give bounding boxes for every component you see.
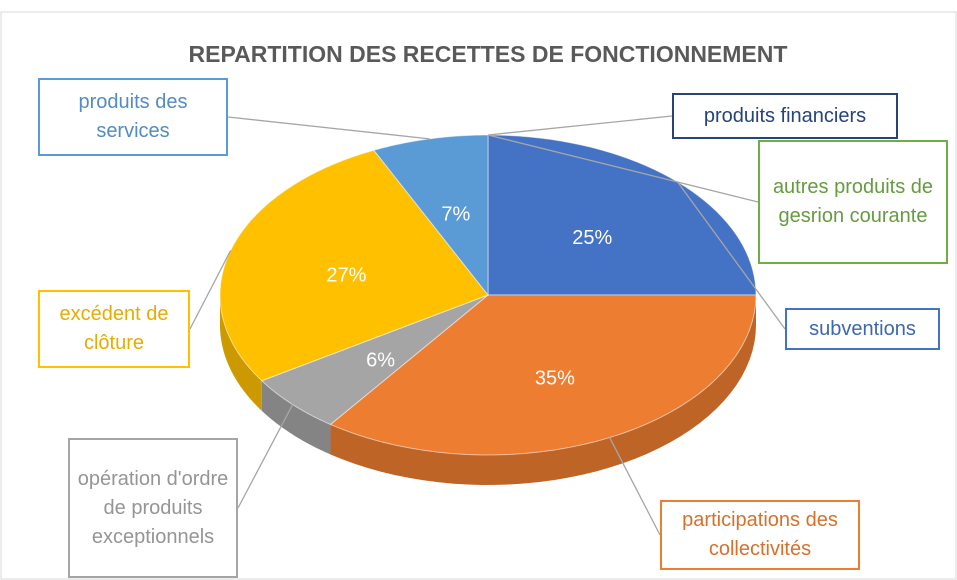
slice-side — [330, 295, 756, 485]
data-label: 6% — [366, 350, 395, 372]
slice — [219, 149, 489, 382]
data-label: 25% — [572, 227, 612, 249]
slice-side — [220, 295, 262, 411]
leader-lines — [189, 115, 786, 536]
category-label: excédent de clôture — [38, 290, 190, 368]
leader-line — [609, 437, 661, 536]
leader-line — [487, 115, 673, 136]
leader-line — [237, 404, 294, 509]
category-label: autres produits de gesrion courante — [758, 140, 948, 264]
category-label: participations des collectivités — [660, 500, 860, 570]
data-label: 27% — [326, 265, 366, 287]
chart-border — [0, 11, 957, 580]
category-label: produits financiers — [672, 93, 898, 139]
leader-line — [487, 134, 759, 203]
category-label: opération d'ordre de produits exceptionn… — [68, 438, 238, 578]
category-label: subventions — [785, 308, 940, 350]
category-label: produits des services — [38, 78, 228, 156]
chart-title: REPARTITION DES RECETTES DE FONCTIONNEME… — [189, 41, 788, 67]
slice — [329, 294, 757, 456]
pie-sides — [220, 295, 756, 485]
pie-tops — [219, 134, 757, 456]
slice-side — [261, 380, 331, 455]
slice — [373, 134, 489, 297]
slice — [487, 134, 757, 296]
leader-line — [227, 116, 430, 140]
data-label: 7% — [441, 203, 470, 225]
leader-line — [676, 181, 786, 330]
leader-line — [189, 250, 232, 330]
pct-labels: 25% 35% 6% 27% 7% — [326, 203, 612, 389]
data-label: 35% — [535, 368, 575, 390]
